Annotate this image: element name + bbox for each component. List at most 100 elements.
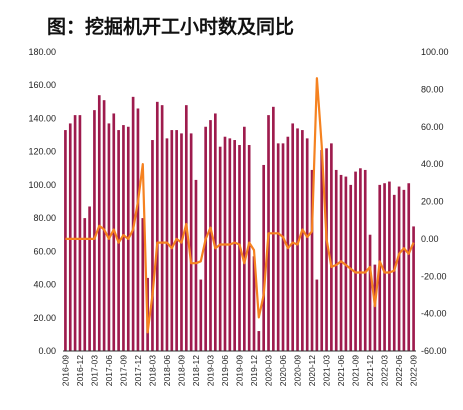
- bar-2020-01: [257, 331, 261, 351]
- bar-2019-03: [209, 120, 212, 351]
- x-axis-tick-label: 2016-09: [60, 355, 70, 386]
- bar-2020-12: [310, 169, 314, 351]
- bar-2022-01: [373, 264, 377, 351]
- bar-2022-07: [402, 189, 406, 351]
- bar-2017-09: [122, 125, 125, 351]
- x-axis-tick-label: 2018-09: [176, 355, 186, 386]
- x-axis-tick-label: 2017-12: [133, 355, 143, 386]
- bar-2017-03: [93, 110, 96, 351]
- left-axis-tick-label: 80.00: [33, 213, 56, 223]
- bar-2021-12: [368, 234, 372, 351]
- bar-2022-09: [412, 226, 415, 351]
- x-axis-tick-label: 2018-03: [147, 355, 157, 386]
- x-axis-tick-label: 2020-03: [264, 355, 274, 386]
- bar-2021-09: [354, 171, 357, 351]
- bar-2019-04: [213, 113, 217, 351]
- bar-2022-05: [392, 194, 396, 351]
- right-axis-tick-label: 80.00: [421, 84, 444, 94]
- right-axis-tick-label: -40.00: [421, 309, 447, 319]
- x-axis: 2016-09 2016-12 2017-03 2017-06 2017-09 2017-…: [60, 350, 419, 386]
- bar-2016-09: [64, 130, 67, 351]
- yoy-line: [65, 77, 415, 334]
- x-axis-tick-label: 2019-12: [249, 355, 259, 386]
- left-axis-tick-label: 140.00: [28, 113, 56, 123]
- bar-2017-05: [102, 100, 106, 351]
- right-axis: -60.00 -40.00 -20.00 0.00 20.00 40.00 60.00 80.…: [421, 47, 449, 356]
- bar-2019-01: [199, 279, 203, 351]
- x-axis-tick-label: 2019-09: [235, 355, 245, 386]
- left-axis-tick-label: 0.00: [38, 346, 56, 356]
- bar-2018-04: [155, 101, 159, 351]
- bar-2016-10: [68, 123, 72, 351]
- chart-title: 图：挖掘机开工小时数及同比: [47, 16, 295, 38]
- bar-2020-09: [296, 128, 299, 351]
- bar-2019-08: [233, 140, 236, 351]
- left-axis: 0.00 20.00 40.00 60.00 80.00 100.00 120.00 140.…: [28, 47, 56, 356]
- right-axis-tick-label: 100.00: [421, 47, 449, 57]
- left-axis-tick-label: 20.00: [33, 313, 56, 323]
- bar-2020-10: [301, 130, 304, 351]
- bar-2017-02: [88, 206, 91, 351]
- bar-2020-11: [305, 138, 309, 351]
- bar-2021-04: [330, 143, 333, 351]
- x-axis-tick-label: 2020-09: [293, 355, 303, 386]
- x-axis-tick-label: 2017-03: [89, 355, 99, 386]
- x-axis-tick-label: 2021-12: [365, 355, 375, 386]
- x-axis-tick-label: 2019-03: [205, 355, 215, 386]
- bar-2018-11: [189, 133, 193, 351]
- x-axis-tick-label: 2022-06: [394, 355, 404, 386]
- bar-2016-12: [78, 115, 82, 351]
- bar-2019-05: [218, 146, 222, 351]
- bar-2018-12: [194, 179, 198, 351]
- left-axis-tick-label: 120.00: [28, 147, 56, 157]
- bar-2018-05: [160, 105, 164, 352]
- bar-2016-11: [73, 115, 77, 351]
- bar-2021-11: [363, 169, 367, 351]
- bar-2021-01: [315, 279, 319, 351]
- x-axis-tick-label: 2020-06: [278, 355, 288, 386]
- bar-2022-06: [397, 186, 401, 351]
- x-axis-tick-label: 2020-12: [307, 355, 317, 386]
- bar-2017-04: [97, 95, 101, 351]
- right-axis-tick-label: 60.00: [421, 122, 444, 132]
- bar-2020-06: [281, 143, 285, 351]
- x-axis-tick-label: 2021-03: [322, 355, 332, 386]
- right-axis-tick-label: -20.00: [421, 271, 447, 281]
- x-axis-tick-label: 2018-06: [162, 355, 172, 386]
- bar-series: [64, 95, 415, 352]
- x-axis-tick-label: 2018-12: [191, 355, 201, 386]
- bar-2021-02: [320, 150, 324, 351]
- bar-2020-07: [286, 136, 290, 351]
- left-axis-tick-label: 180.00: [28, 47, 56, 57]
- right-axis-tick-label: 20.00: [421, 197, 444, 207]
- x-axis-tick-label: 2017-09: [118, 355, 128, 386]
- x-axis-tick-label: 2017-06: [104, 355, 114, 386]
- x-axis-tick-label: 2021-09: [351, 355, 361, 386]
- bar-2018-06: [165, 138, 169, 351]
- bar-2022-08: [407, 183, 411, 351]
- bar-2021-05: [334, 169, 338, 351]
- right-axis-tick-label: 0.00: [421, 234, 439, 244]
- bar-2018-07: [170, 130, 174, 351]
- bar-2018-03: [151, 140, 154, 351]
- bar-2022-04: [388, 181, 391, 351]
- bar-2019-10: [243, 126, 246, 351]
- x-axis-tick-label: 2019-06: [220, 355, 230, 386]
- bar-2019-11: [247, 145, 251, 351]
- left-axis-tick-label: 60.00: [33, 246, 56, 256]
- bar-2020-08: [291, 123, 295, 351]
- right-axis-tick-label: 40.00: [421, 159, 444, 169]
- left-axis-tick-label: 160.00: [28, 80, 56, 90]
- bar-2020-02: [262, 164, 266, 351]
- left-axis-tick-label: 100.00: [28, 180, 56, 190]
- bar-2017-01: [83, 218, 87, 351]
- x-axis-tick-label: 2022-09: [409, 355, 419, 386]
- bar-2021-10: [359, 168, 362, 351]
- x-axis-tick-label: 2022-03: [380, 355, 390, 386]
- bar-2021-03: [325, 148, 328, 351]
- bar-2017-12: [136, 108, 140, 351]
- bar-2021-06: [339, 174, 343, 351]
- right-axis-tick-label: -60.00: [421, 346, 447, 356]
- bar-2020-04: [272, 106, 275, 351]
